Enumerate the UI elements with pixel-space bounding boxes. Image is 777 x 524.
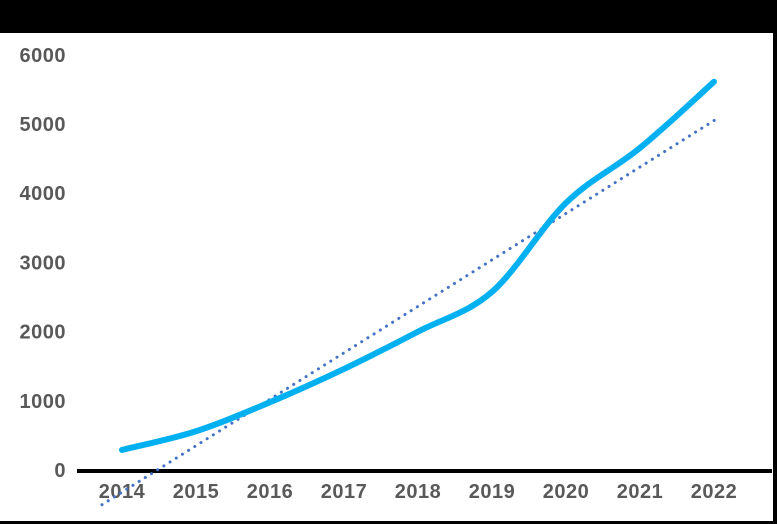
y-tick-label: 2000 bbox=[20, 322, 67, 344]
y-tick-label: 0 bbox=[54, 460, 66, 482]
y-tick-label: 1000 bbox=[20, 391, 67, 413]
x-tick-label: 2015 bbox=[173, 481, 220, 503]
x-tick-label: 2017 bbox=[321, 481, 368, 503]
y-tick-label: 4000 bbox=[20, 183, 67, 205]
x-tick-label: 2022 bbox=[691, 481, 738, 503]
x-tick-label: 2016 bbox=[247, 481, 294, 503]
frame-bottom-bar bbox=[0, 521, 777, 524]
trendline-dotted bbox=[100, 117, 718, 507]
x-tick-label: 2019 bbox=[469, 481, 516, 503]
data-series-line bbox=[119, 78, 717, 453]
y-tick-label: 3000 bbox=[20, 252, 67, 274]
x-axis-line bbox=[77, 469, 772, 473]
frame-right-bar bbox=[773, 0, 777, 524]
y-tick-label: 6000 bbox=[20, 45, 67, 67]
x-tick-label: 2014 bbox=[99, 481, 146, 503]
x-tick-label: 2021 bbox=[617, 481, 664, 503]
frame-top-bar bbox=[0, 0, 777, 33]
x-tick-label: 2018 bbox=[395, 481, 442, 503]
x-tick-label: 2020 bbox=[543, 481, 590, 503]
y-tick-label: 5000 bbox=[20, 114, 67, 136]
